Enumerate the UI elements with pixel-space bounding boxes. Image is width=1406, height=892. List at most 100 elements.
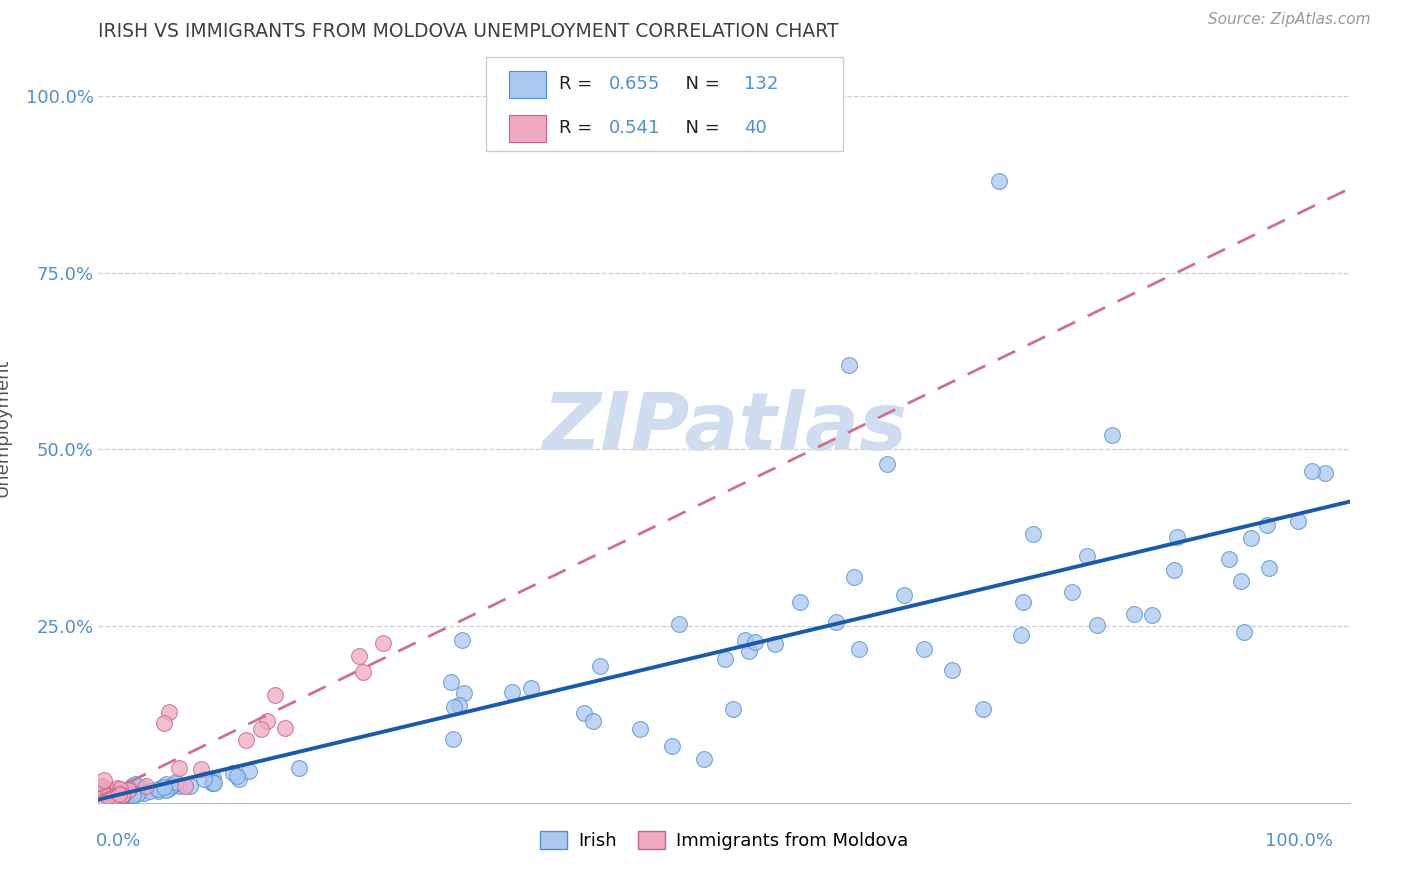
Text: IRISH VS IMMIGRANTS FROM MOLDOVA UNEMPLOYMENT CORRELATION CHART: IRISH VS IMMIGRANTS FROM MOLDOVA UNEMPLO…	[98, 21, 839, 41]
Point	[1240, 531, 1263, 545]
Point	[87, 791, 110, 805]
Point	[148, 781, 170, 796]
FancyBboxPatch shape	[509, 115, 547, 142]
Point	[93, 791, 115, 805]
Point	[93, 789, 115, 804]
Point	[1022, 526, 1045, 541]
Text: N =: N =	[673, 75, 725, 94]
Point	[249, 722, 271, 736]
Point	[352, 665, 374, 679]
Point	[1166, 530, 1188, 544]
Point	[574, 706, 596, 721]
Point	[1076, 549, 1098, 563]
Point	[103, 792, 125, 806]
Point	[108, 782, 131, 797]
Point	[256, 714, 278, 728]
Point	[447, 698, 470, 712]
Point	[122, 787, 145, 801]
Point	[1163, 563, 1185, 577]
Point	[179, 779, 201, 793]
Point	[349, 649, 371, 664]
Point	[744, 634, 766, 648]
Point	[1010, 628, 1032, 642]
Point	[155, 777, 177, 791]
Point	[121, 789, 143, 803]
Point	[1286, 514, 1309, 528]
Point	[87, 783, 110, 797]
Point	[1062, 585, 1084, 599]
Point	[201, 776, 224, 790]
Point	[721, 702, 744, 716]
Point	[202, 775, 225, 789]
Point	[94, 784, 117, 798]
Point	[93, 789, 115, 804]
Point	[93, 785, 115, 799]
Point	[114, 783, 136, 797]
Point	[97, 789, 120, 803]
Point	[122, 788, 145, 802]
Point	[87, 792, 110, 806]
Point	[101, 790, 124, 805]
Point	[89, 786, 111, 800]
Point	[97, 789, 120, 803]
Point	[441, 732, 464, 747]
Point	[1085, 618, 1108, 632]
Point	[1256, 518, 1278, 533]
Point	[167, 761, 190, 775]
Point	[91, 789, 114, 804]
Point	[169, 779, 191, 793]
Point	[94, 794, 117, 808]
Point	[668, 616, 690, 631]
Point	[274, 721, 297, 735]
Text: 132: 132	[744, 75, 779, 94]
Text: ZIPatlas: ZIPatlas	[541, 389, 907, 467]
Point	[202, 775, 225, 789]
Point	[97, 791, 120, 805]
Point	[89, 786, 111, 800]
Point	[93, 773, 115, 788]
Point	[1101, 428, 1123, 442]
Point	[451, 633, 474, 648]
Point	[115, 789, 138, 803]
Point	[155, 782, 177, 797]
Text: 0.541: 0.541	[609, 120, 661, 137]
Point	[94, 789, 117, 803]
Point	[111, 788, 134, 802]
Point	[848, 642, 870, 657]
Point	[193, 772, 215, 787]
Point	[132, 787, 155, 801]
Text: N =: N =	[673, 120, 725, 137]
Point	[89, 793, 111, 807]
Text: 100.0%: 100.0%	[1265, 831, 1333, 849]
Point	[972, 702, 994, 716]
Point	[93, 790, 115, 805]
Point	[238, 764, 260, 778]
Point	[87, 783, 110, 797]
Point	[103, 789, 125, 804]
Point	[91, 786, 114, 800]
Point	[87, 793, 110, 807]
Point	[89, 794, 111, 808]
Point	[118, 781, 141, 796]
Point	[97, 792, 120, 806]
Point	[135, 779, 157, 793]
Point	[107, 790, 129, 805]
Point	[96, 789, 118, 804]
Point	[89, 795, 111, 809]
Point	[734, 633, 756, 648]
Point	[94, 781, 117, 796]
Point	[127, 788, 149, 802]
Point	[159, 779, 181, 793]
Point	[844, 570, 866, 584]
Point	[264, 689, 287, 703]
Point	[90, 785, 112, 799]
Point	[91, 789, 114, 804]
Point	[118, 787, 141, 801]
Point	[87, 780, 110, 795]
Point	[453, 686, 475, 700]
Point	[228, 772, 250, 786]
Text: 0.655: 0.655	[609, 75, 661, 94]
Point	[824, 615, 846, 629]
Point	[287, 760, 309, 774]
Point	[89, 794, 111, 808]
